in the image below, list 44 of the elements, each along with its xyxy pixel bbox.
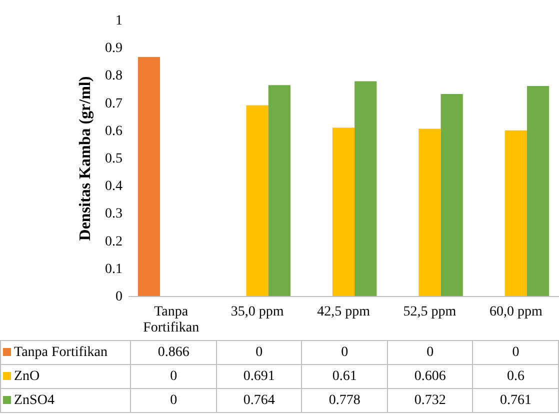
- y-tick-label: 0.6: [105, 124, 122, 139]
- y-tick-label: 0.3: [105, 206, 122, 222]
- x-tick-label: 35,0 ppm: [230, 304, 284, 320]
- legend-label: Tanpa Fortifikan: [0, 340, 131, 364]
- bar: [268, 85, 290, 296]
- y-tick-label: 0: [116, 290, 122, 304]
- data-label: 0.761: [472, 388, 558, 412]
- data-label: 0: [216, 340, 302, 364]
- y-axis-title: Densitas Kamba (gr/ml): [77, 76, 94, 241]
- y-tick-label: 1: [116, 14, 122, 28]
- y-tick-label: 0.5: [105, 152, 122, 166]
- legend-label: ZnO: [0, 364, 131, 388]
- data-label: 0.6: [472, 364, 558, 388]
- bar: [440, 94, 463, 296]
- data-label: 0: [130, 388, 216, 412]
- x-tick-label: 42,5 ppm: [317, 304, 370, 320]
- x-tick-label: 52,5 ppm: [403, 304, 456, 320]
- bar: [526, 86, 550, 296]
- y-tick-label: 0.2: [105, 234, 122, 250]
- data-label: 0: [302, 340, 388, 364]
- data-label: 0.606: [387, 364, 473, 388]
- x-tick-label: Tanpa Fortifikan: [143, 304, 200, 336]
- legend-label: ZnSO4: [0, 388, 131, 412]
- data-label: 0: [387, 340, 473, 364]
- y-tick-label: 0.1: [105, 262, 122, 277]
- data-label: 0: [130, 364, 216, 388]
- y-tick-label: 0.9: [105, 41, 122, 56]
- bar: [354, 81, 377, 296]
- x-tick-label: 60,0 ppm: [489, 304, 542, 320]
- y-tick-label: 0.7: [105, 96, 122, 112]
- bar: [418, 128, 441, 296]
- bar: [504, 130, 527, 296]
- data-label: 0.778: [302, 388, 388, 412]
- data-label: 0.732: [387, 388, 473, 412]
- data-label: 0.691: [216, 364, 302, 388]
- bar: [246, 105, 268, 296]
- y-tick-label: 0.8: [105, 68, 122, 84]
- bar: [332, 128, 355, 296]
- data-label: 0.764: [216, 388, 302, 412]
- bar: [138, 56, 160, 296]
- y-tick-label: 0.4: [105, 179, 122, 194]
- data-label: 0.61: [302, 364, 388, 388]
- data-label: 0: [472, 340, 558, 364]
- data-label: 0.866: [130, 340, 216, 364]
